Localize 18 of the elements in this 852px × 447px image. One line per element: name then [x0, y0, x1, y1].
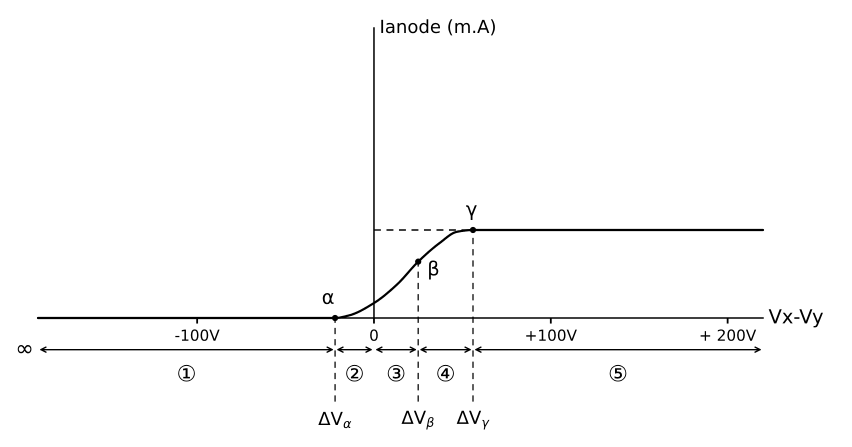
text: ③ [388, 364, 404, 382]
annotation: β [429, 260, 438, 280]
text: Ianode (m.A) [381, 19, 495, 36]
ref-line-label: ΔV$_{γ}$ [456, 410, 490, 430]
text: ① [178, 364, 195, 382]
text: ④ [437, 364, 454, 382]
text: ∞ [18, 344, 32, 354]
annotation: γ [466, 205, 477, 220]
x-axis-title: Vx-Vy [768, 309, 823, 328]
annotation: α [322, 293, 334, 304]
x-tick-label: + 200V [700, 329, 756, 341]
ref-line-label: ΔV$_{α}$ [318, 412, 352, 428]
x-tick-label: +100V [526, 329, 577, 341]
text: ② [346, 364, 363, 382]
x-tick-label: -100V [175, 329, 220, 341]
text: ⑤ [610, 364, 626, 382]
ref-line-label: ΔV$_{β}$ [402, 410, 434, 430]
x-tick-label: 0 [370, 329, 378, 341]
